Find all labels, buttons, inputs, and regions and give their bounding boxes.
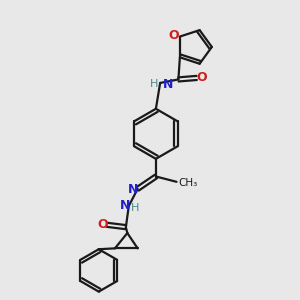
Text: H: H (130, 203, 139, 213)
Text: N: N (128, 183, 139, 196)
Text: O: O (97, 218, 108, 231)
Text: O: O (196, 71, 207, 84)
Text: H: H (149, 80, 158, 89)
Text: O: O (168, 28, 179, 42)
Text: N: N (163, 78, 173, 91)
Text: CH₃: CH₃ (178, 178, 197, 188)
Text: N: N (120, 200, 130, 212)
